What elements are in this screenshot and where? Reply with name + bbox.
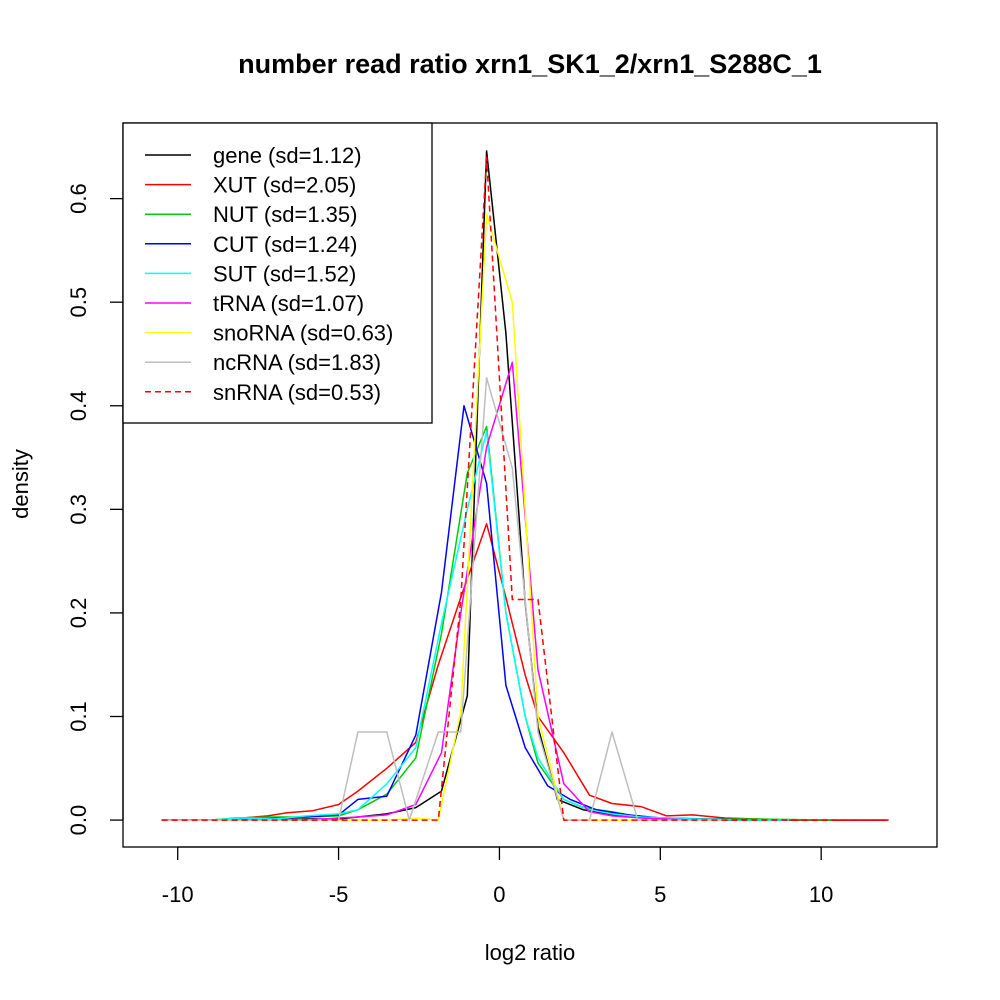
legend-label: CUT (sd=1.24) [213,232,357,257]
y-tick-label: 0.4 [66,391,91,422]
y-tick-label: 0.3 [66,494,91,525]
x-tick-label: 5 [654,882,666,907]
legend-label: ncRNA (sd=1.83) [213,350,381,375]
y-axis-label: density [8,449,33,519]
legend-label: snRNA (sd=0.53) [213,380,381,405]
x-tick-label: -10 [162,882,194,907]
series-line-1 [161,523,889,821]
series-layer [161,150,889,821]
series-line-4 [161,430,789,821]
y-tick-label: 0.2 [66,598,91,629]
legend-label: XUT (sd=2.05) [213,173,356,198]
x-tick-label: -5 [329,882,349,907]
x-axis: -10 -5 0 5 10 [162,846,833,907]
legend-label: SUT (sd=1.52) [213,261,356,286]
legend-label: tRNA (sd=1.07) [213,291,364,316]
chart-title: number read ratio xrn1_SK1_2/xrn1_S288C_… [238,49,822,79]
legend-label: NUT (sd=1.35) [213,202,357,227]
legend-label: gene (sd=1.12) [213,143,362,168]
x-tick-label: 0 [493,882,505,907]
legend-label: snoRNA (sd=0.63) [213,321,393,346]
y-tick-label: 0.1 [66,701,91,732]
legend: gene (sd=1.12) XUT (sd=2.05) NUT (sd=1.35)… [122,122,433,424]
series-line-8 [161,156,889,821]
x-tick-label: 10 [809,882,833,907]
y-tick-label: 0.0 [66,805,91,836]
series-line-5 [161,361,699,821]
y-tick-label: 0.6 [66,183,91,214]
y-tick-label: 0.5 [66,287,91,318]
x-axis-label: log2 ratio [485,940,576,965]
series-line-7 [161,377,725,821]
y-axis: 0.0 0.1 0.2 0.3 0.4 0.5 0.6 [66,183,124,836]
